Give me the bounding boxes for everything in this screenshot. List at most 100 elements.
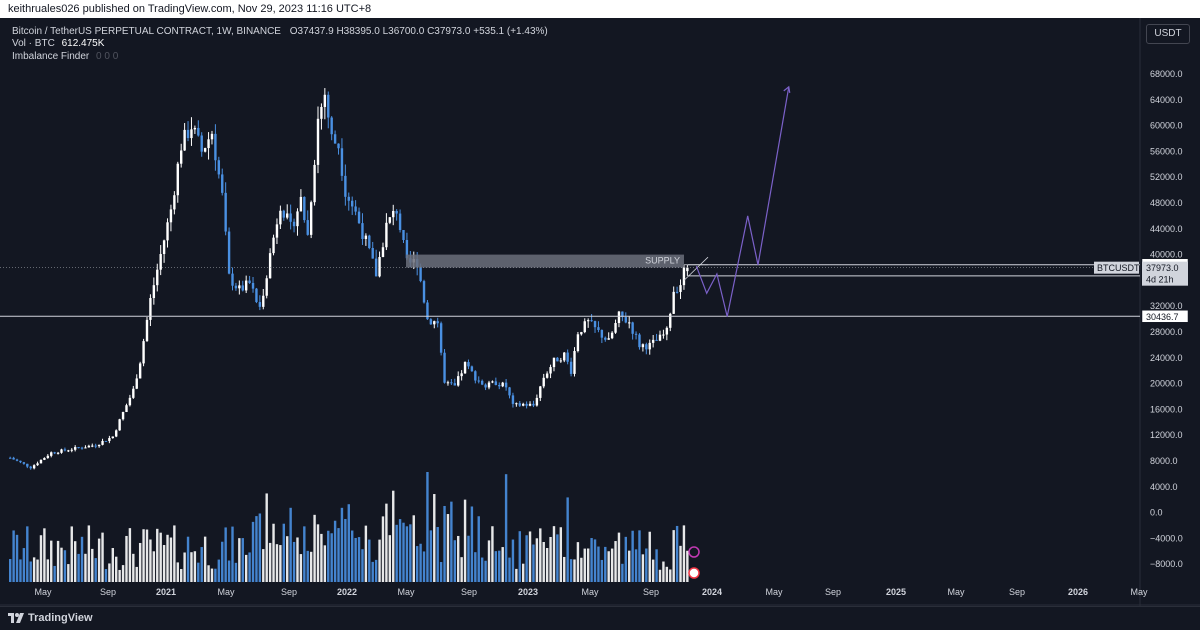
volume-bar bbox=[412, 515, 415, 582]
candle-body bbox=[569, 361, 573, 374]
candle-body bbox=[299, 196, 303, 212]
y-tick-label: 64000.0 bbox=[1150, 95, 1183, 105]
volume-legend[interactable]: Vol · BTC 612.475K bbox=[12, 38, 104, 49]
candle-body bbox=[104, 440, 108, 442]
volume-bar bbox=[303, 526, 306, 582]
volume-bar bbox=[193, 551, 197, 582]
volume-bar bbox=[12, 530, 15, 582]
candle-body bbox=[108, 438, 111, 442]
candle-body bbox=[251, 282, 255, 289]
indicator-legend[interactable]: Imbalance Finder 0 0 0 bbox=[12, 51, 118, 62]
candle-body bbox=[631, 322, 634, 334]
volume-bar bbox=[26, 526, 29, 582]
candle-body bbox=[265, 278, 268, 296]
volume-label: Vol · BTC bbox=[12, 38, 55, 49]
tradingview-logo[interactable]: TradingView bbox=[8, 612, 93, 624]
volume-bar bbox=[186, 536, 190, 582]
candle-body bbox=[39, 459, 43, 464]
x-tick-label: Sep bbox=[461, 587, 477, 597]
candle-body bbox=[422, 281, 426, 303]
candle-body bbox=[498, 385, 501, 387]
volume-bar bbox=[203, 536, 207, 582]
candle-body bbox=[255, 288, 258, 303]
volume-bar bbox=[371, 561, 374, 582]
candle-body bbox=[142, 341, 145, 364]
symbol-tag-label: BTCUSDT.P bbox=[1097, 263, 1147, 273]
candle-body bbox=[162, 240, 166, 255]
candle-body bbox=[53, 452, 56, 454]
candle-body bbox=[426, 302, 429, 320]
candle-body bbox=[470, 366, 474, 372]
volume-bar bbox=[162, 545, 166, 582]
candle-body bbox=[672, 291, 675, 314]
current-price-tag bbox=[1142, 261, 1188, 286]
candle-body bbox=[607, 338, 610, 340]
candle-body bbox=[604, 337, 607, 340]
volume-bar bbox=[200, 547, 203, 582]
candle-body bbox=[15, 459, 19, 461]
volume-bar bbox=[299, 554, 303, 582]
volume-bar bbox=[118, 569, 121, 582]
candle-body bbox=[583, 321, 586, 333]
event-marker-icon[interactable] bbox=[688, 546, 700, 558]
y-tick-label: 24000.0 bbox=[1150, 353, 1183, 363]
candle-body bbox=[152, 285, 156, 299]
volume-bar bbox=[50, 540, 53, 582]
volume-bar bbox=[628, 550, 631, 582]
volume-bar bbox=[501, 547, 504, 582]
volume-bar bbox=[316, 524, 320, 582]
currency-button[interactable]: USDT bbox=[1146, 24, 1190, 44]
volume-bar bbox=[286, 536, 289, 582]
earnings-marker-icon[interactable] bbox=[688, 567, 700, 579]
current-price-label: 37973.0 bbox=[1146, 263, 1179, 273]
candle-body bbox=[56, 452, 60, 454]
candle-body bbox=[286, 213, 289, 218]
volume-bar bbox=[614, 541, 617, 582]
candle-body bbox=[665, 327, 669, 335]
candle-body bbox=[67, 450, 70, 452]
volume-bar bbox=[402, 522, 405, 582]
volume-bar bbox=[686, 550, 689, 582]
volume-bar bbox=[436, 527, 439, 582]
volume-bar bbox=[535, 538, 539, 582]
volume-bar bbox=[518, 531, 521, 582]
volume-bar bbox=[135, 566, 138, 582]
y-tick-label: 56000.0 bbox=[1150, 146, 1183, 156]
candle-body bbox=[309, 202, 313, 235]
volume-bar bbox=[29, 561, 32, 582]
candle-body bbox=[501, 382, 504, 387]
volume-bar bbox=[67, 564, 70, 582]
candle-body bbox=[125, 405, 128, 413]
candle-body bbox=[539, 386, 542, 398]
volume-bar bbox=[108, 563, 111, 582]
candle-body bbox=[511, 395, 515, 404]
candle-body bbox=[138, 363, 142, 379]
x-tick-label: Sep bbox=[643, 587, 659, 597]
volume-bar bbox=[138, 542, 142, 582]
symbol-legend[interactable]: Bitcoin / TetherUS PERPETUAL CONTRACT, 1… bbox=[12, 26, 548, 37]
volume-bar bbox=[549, 536, 552, 582]
volume-bar bbox=[515, 568, 518, 582]
volume-bar bbox=[121, 565, 125, 582]
volume-bar bbox=[419, 543, 422, 582]
candle-body bbox=[173, 195, 176, 210]
candle-body bbox=[128, 397, 132, 406]
candle-body bbox=[368, 235, 371, 249]
volume-bar bbox=[675, 525, 679, 582]
volume-bar bbox=[395, 524, 398, 582]
volume-bar bbox=[91, 548, 94, 582]
candle-body bbox=[542, 377, 545, 387]
x-tick-label: May bbox=[34, 587, 52, 597]
volume-bar bbox=[487, 540, 491, 582]
volume-bar bbox=[590, 538, 593, 582]
volume-bar bbox=[453, 540, 456, 582]
candle-body bbox=[87, 445, 91, 448]
volume-bar bbox=[77, 553, 80, 582]
projection-path bbox=[695, 86, 790, 317]
candle-body bbox=[621, 311, 624, 318]
volume-bar bbox=[149, 539, 152, 582]
volume-bar bbox=[364, 525, 368, 582]
candle-body bbox=[487, 382, 491, 388]
volume-bar bbox=[36, 559, 39, 582]
price-chart[interactable]: 68000.0 64000.0 60000.0 56000.0 52000.0 48000… bbox=[0, 18, 1200, 606]
